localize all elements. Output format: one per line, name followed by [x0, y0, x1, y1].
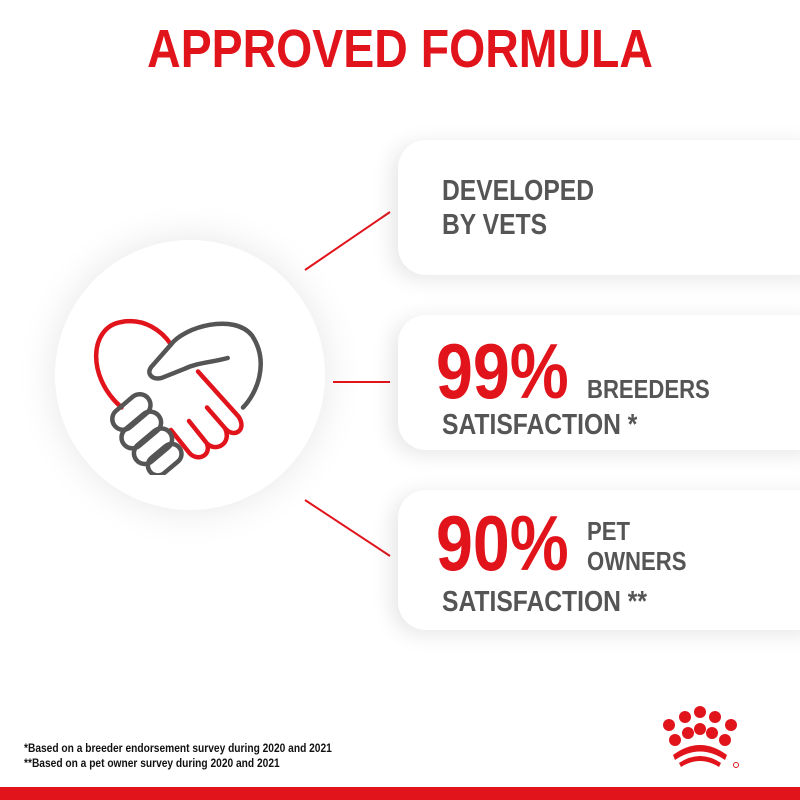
handshake-heart-icon: [93, 318, 263, 475]
footnote-1: *Based on a breeder endorsement survey d…: [24, 741, 332, 755]
footnotes: *Based on a breeder endorsement survey d…: [24, 741, 386, 771]
breeders-label: BREEDERS: [587, 374, 710, 404]
connector-line-1: [304, 211, 391, 271]
royal-canin-crown-logo: [663, 706, 739, 768]
breeders-satisfaction: SATISFACTION *: [442, 409, 638, 441]
footnote-2: **Based on a pet owner survey during 202…: [24, 756, 280, 770]
card-developed-by-vets: [398, 140, 800, 275]
breeders-percent: 99%: [436, 327, 569, 415]
owners-satisfaction: SATISFACTION **: [442, 586, 647, 618]
connector-line-3: [304, 499, 391, 557]
card-breeders-satisfaction: [398, 315, 800, 450]
owners-label: PET OWNERS: [587, 516, 687, 576]
card-pet-owners-satisfaction: [398, 490, 800, 630]
bottom-brand-band: [0, 787, 800, 800]
page-title: APPROVED FORMULA: [147, 19, 653, 79]
developed-text: DEVELOPED BY VETS: [442, 175, 595, 241]
owners-percent: 90%: [436, 499, 569, 587]
